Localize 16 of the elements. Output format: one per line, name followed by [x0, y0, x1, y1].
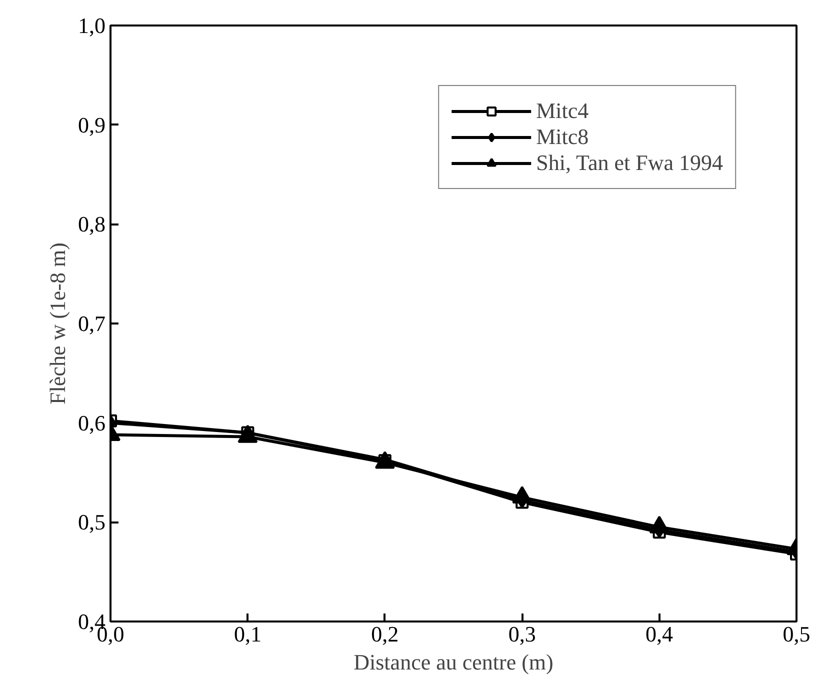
x-axis-title: Distance au centre (m): [354, 650, 554, 674]
y-tick-label: 0,8: [78, 212, 106, 237]
legend-label: Mitc8: [536, 124, 589, 150]
x-tick-label: 0,5: [782, 622, 810, 646]
x-tick-label: 0,1: [234, 622, 262, 646]
x-tick-label: 0,4: [646, 622, 674, 646]
y-tick-label: 0,7: [78, 311, 106, 336]
y-tick-label: 0,5: [78, 510, 106, 535]
legend-label: Mitc4: [536, 98, 589, 124]
x-tick-label: 0,3: [508, 622, 536, 646]
x-tick-label: 0,2: [371, 622, 399, 646]
y-tick-label: 0,6: [78, 410, 106, 436]
y-tick-label: 0,9: [78, 112, 106, 138]
y-axis-title: Flèche w (1e-8 m): [45, 242, 70, 404]
legend-label: Shi, Tan et Fwa 1994: [536, 150, 723, 176]
y-tick-label: 1,0: [78, 13, 106, 38]
